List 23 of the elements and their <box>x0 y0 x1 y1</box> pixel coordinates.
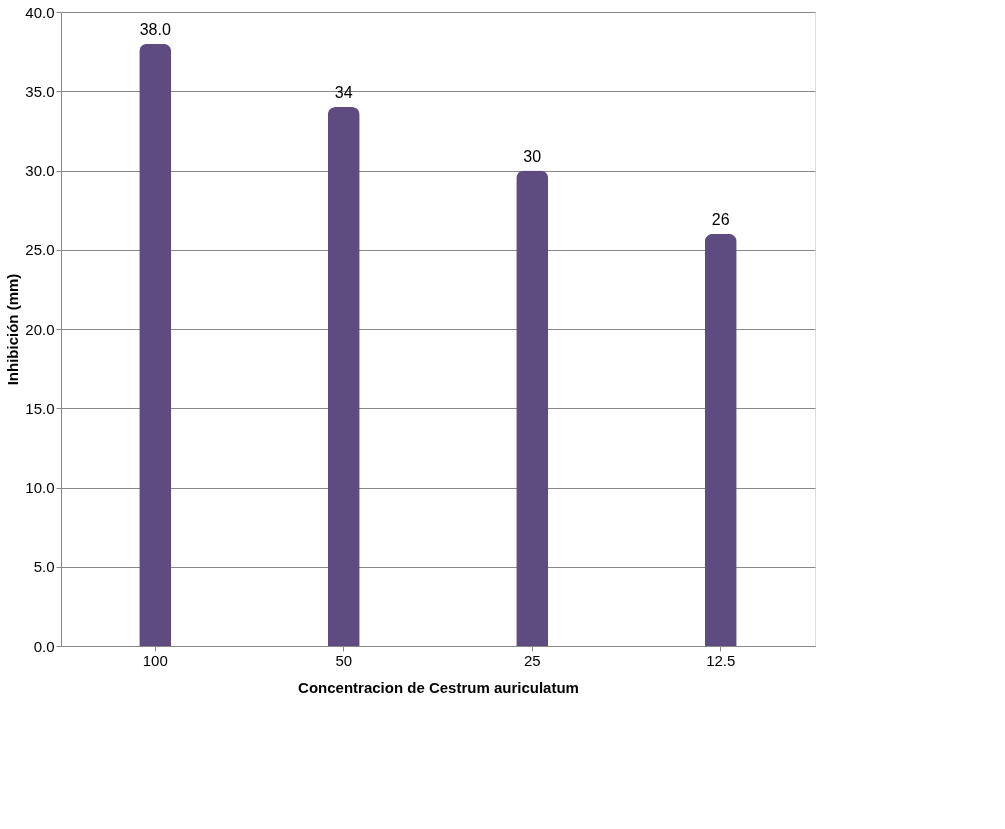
x-tick-label: 100 <box>142 651 168 669</box>
y-tick-label: 15.0 <box>25 399 55 417</box>
y-tick-label: 35.0 <box>25 82 55 100</box>
y-axis-title: Inhibición (mm) <box>4 273 22 386</box>
bar <box>516 170 549 646</box>
y-tick-label: 25.0 <box>25 241 55 259</box>
x-axis-title: Concentracion de Cestrum auriculatum <box>298 678 579 696</box>
bar <box>704 233 737 646</box>
y-tick-label: 5.0 <box>33 558 55 576</box>
x-tick-label: 25 <box>523 651 541 669</box>
y-tick-label: 20.0 <box>25 320 55 338</box>
x-tick-label: 12.5 <box>706 651 736 669</box>
y-tick-label: 0.0 <box>33 637 55 655</box>
data-label: 30 <box>523 147 542 165</box>
bar <box>327 107 360 646</box>
y-tick-label: 10.0 <box>25 479 55 496</box>
bar <box>139 43 172 646</box>
y-tick-label: 40.0 <box>25 3 55 21</box>
y-tick-label: 30.0 <box>25 162 55 179</box>
x-tick-label: 50 <box>335 651 353 669</box>
data-label: 26 <box>711 210 730 228</box>
data-label: 38.0 <box>139 20 171 38</box>
data-label: 34 <box>334 84 353 102</box>
